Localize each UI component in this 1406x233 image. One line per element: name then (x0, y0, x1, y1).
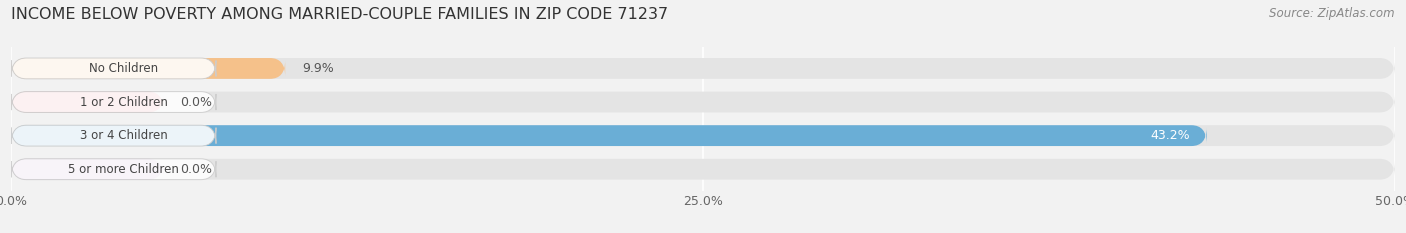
Text: 5 or more Children: 5 or more Children (69, 163, 180, 176)
Text: INCOME BELOW POVERTY AMONG MARRIED-COUPLE FAMILIES IN ZIP CODE 71237: INCOME BELOW POVERTY AMONG MARRIED-COUPL… (11, 7, 668, 22)
FancyBboxPatch shape (11, 159, 217, 180)
FancyBboxPatch shape (11, 125, 1395, 146)
Text: 43.2%: 43.2% (1150, 129, 1189, 142)
FancyBboxPatch shape (11, 92, 163, 113)
FancyBboxPatch shape (11, 159, 163, 180)
FancyBboxPatch shape (11, 58, 285, 79)
FancyBboxPatch shape (11, 58, 1395, 79)
Text: 1 or 2 Children: 1 or 2 Children (80, 96, 167, 109)
FancyBboxPatch shape (11, 125, 217, 146)
FancyBboxPatch shape (11, 58, 217, 79)
Text: 3 or 4 Children: 3 or 4 Children (80, 129, 167, 142)
FancyBboxPatch shape (11, 92, 217, 113)
Text: 0.0%: 0.0% (180, 96, 212, 109)
FancyBboxPatch shape (11, 125, 1206, 146)
Text: Source: ZipAtlas.com: Source: ZipAtlas.com (1270, 7, 1395, 20)
FancyBboxPatch shape (11, 159, 1395, 180)
FancyBboxPatch shape (11, 92, 1395, 113)
Text: 0.0%: 0.0% (180, 163, 212, 176)
Text: 9.9%: 9.9% (302, 62, 333, 75)
Text: No Children: No Children (90, 62, 159, 75)
